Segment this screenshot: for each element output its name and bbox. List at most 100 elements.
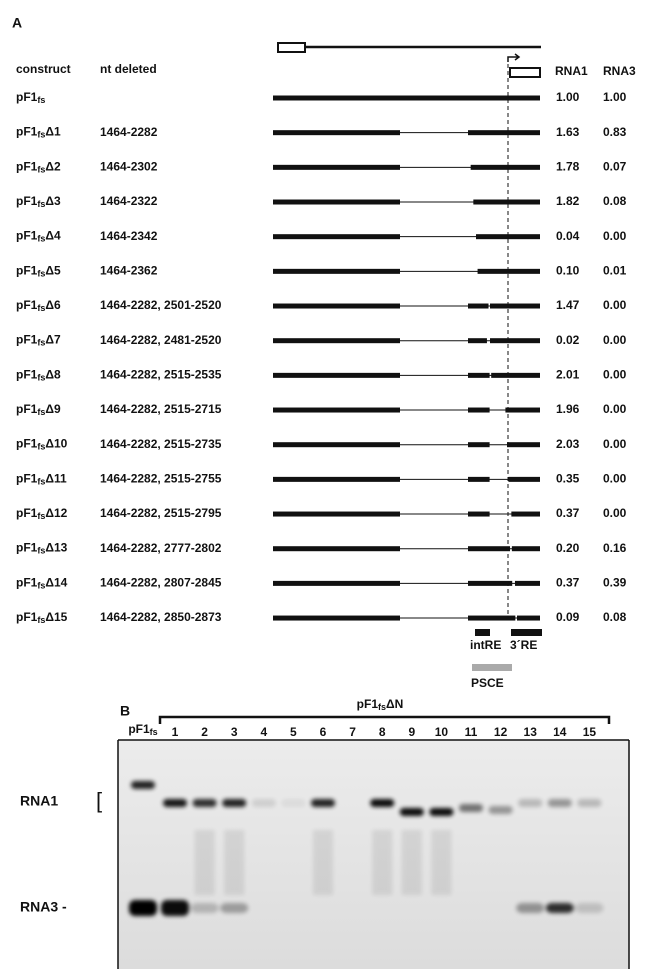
rna1-value: 1.96	[556, 402, 580, 416]
retained-region	[511, 512, 540, 517]
retained-region	[476, 234, 540, 239]
construct-name: pF1fsΔ15	[16, 610, 68, 625]
promoter-arrow	[508, 54, 519, 62]
retained-region	[468, 616, 515, 621]
retained-region	[508, 477, 540, 482]
name-base: pF1	[16, 402, 38, 416]
name-sub: fs	[37, 199, 45, 209]
gel-band	[546, 903, 574, 913]
figure: A construct nt deleted RNA1 RNA3 intRE 3…	[0, 0, 650, 969]
lane-number: 3	[231, 725, 238, 739]
retained-region	[273, 477, 400, 482]
construct-name: pF1fsΔ1	[16, 125, 61, 140]
lane-number: 2	[201, 725, 208, 739]
name-base: pF1	[357, 697, 379, 711]
name-base: pF1	[128, 722, 150, 736]
name-suffix: Δ14	[45, 576, 67, 590]
lane-bracket	[160, 717, 609, 724]
retained-region	[273, 130, 400, 135]
retained-region	[273, 512, 400, 517]
deleted-range: 1464-2282, 2515-2715	[100, 402, 222, 416]
retained-region	[273, 269, 400, 274]
gel-band	[489, 806, 513, 814]
construct-name: pF1fsΔ4	[16, 229, 61, 244]
gel-smear	[431, 830, 451, 895]
gel-band	[575, 903, 603, 913]
name-suffix: Δ15	[45, 610, 67, 624]
rna3-value: 0.00	[603, 402, 627, 416]
rna3-value: 0.00	[603, 229, 627, 243]
name-base: pF1	[16, 298, 38, 312]
gel-band	[459, 804, 483, 812]
name-sub: fs	[37, 338, 45, 348]
name-base: pF1	[16, 90, 38, 104]
gel-smear	[402, 830, 422, 895]
retained-region	[468, 408, 490, 413]
deleted-range: 1464-2362	[100, 264, 158, 278]
gel-band	[577, 799, 601, 807]
name-base: pF1	[16, 160, 38, 174]
rna3-value: 0.00	[603, 472, 627, 486]
construct-name: pF1fsΔ11	[16, 472, 67, 487]
gel-band	[193, 799, 217, 807]
name-sub: fs	[150, 727, 158, 737]
name-suffix: Δ6	[45, 298, 61, 312]
rna3-value: 0.00	[603, 333, 627, 347]
retained-region	[478, 269, 540, 274]
rna1-value: 1.47	[556, 298, 580, 312]
retained-region	[468, 442, 490, 447]
rna3-value: 0.00	[603, 298, 627, 312]
gel-band	[370, 799, 394, 807]
band-label: RNA3 -	[20, 899, 67, 915]
orf-box	[510, 68, 540, 77]
construct-name: pF1fsΔ7	[16, 333, 61, 348]
annotation: PSCE	[471, 676, 504, 690]
gel-band	[429, 808, 453, 816]
construct-name: pF1fs	[128, 722, 157, 737]
name-suffix: Δ4	[45, 229, 61, 243]
gel-band	[252, 799, 276, 807]
retained-region	[273, 546, 400, 551]
name-suffix: Δ5	[45, 264, 61, 278]
orf-box	[278, 43, 305, 52]
bracket: [	[96, 788, 102, 813]
rna3-value: 0.07	[603, 160, 627, 174]
name-suffix: ΔN	[386, 697, 403, 711]
retained-region	[273, 616, 400, 621]
name-sub: fs	[37, 234, 45, 244]
deleted-range: 1464-2302	[100, 160, 158, 174]
name-sub: fs	[37, 476, 45, 486]
name-sub: fs	[37, 95, 45, 105]
deleted-range: 1464-2282, 2515-2535	[100, 368, 222, 382]
gel-smear	[195, 830, 215, 895]
name-sub: fs	[37, 130, 45, 140]
rna3-value: 0.08	[603, 194, 627, 208]
construct-name: pF1fsΔ13	[16, 541, 68, 556]
name-sub: fs	[37, 303, 45, 313]
retained-region	[512, 546, 540, 551]
band-label: RNA1	[20, 793, 58, 809]
name-suffix: Δ7	[45, 333, 61, 347]
re3-bar	[511, 629, 542, 636]
name-suffix: Δ1	[45, 125, 61, 139]
rna1-value: 2.03	[556, 437, 580, 451]
construct-name: pF1fsΔ2	[16, 160, 61, 175]
name-sub: fs	[37, 164, 45, 174]
lane-number: 12	[494, 725, 508, 739]
retained-region	[515, 581, 540, 586]
gel-band	[516, 903, 544, 913]
rna3-value: 0.39	[603, 576, 627, 590]
construct-name: pF1fs	[16, 90, 45, 105]
gel-band	[131, 781, 155, 789]
name-sub: fs	[378, 702, 386, 712]
rna1-value: 0.20	[556, 541, 580, 555]
header: RNA3	[603, 64, 636, 78]
lane-number: 13	[524, 725, 538, 739]
name-base: pF1	[16, 437, 38, 451]
retained-region	[505, 408, 540, 413]
name-suffix: Δ10	[45, 437, 67, 451]
name-base: pF1	[16, 472, 38, 486]
psce-bar	[472, 664, 512, 671]
construct-name: pF1fsΔ9	[16, 402, 61, 417]
header: construct	[16, 62, 71, 76]
